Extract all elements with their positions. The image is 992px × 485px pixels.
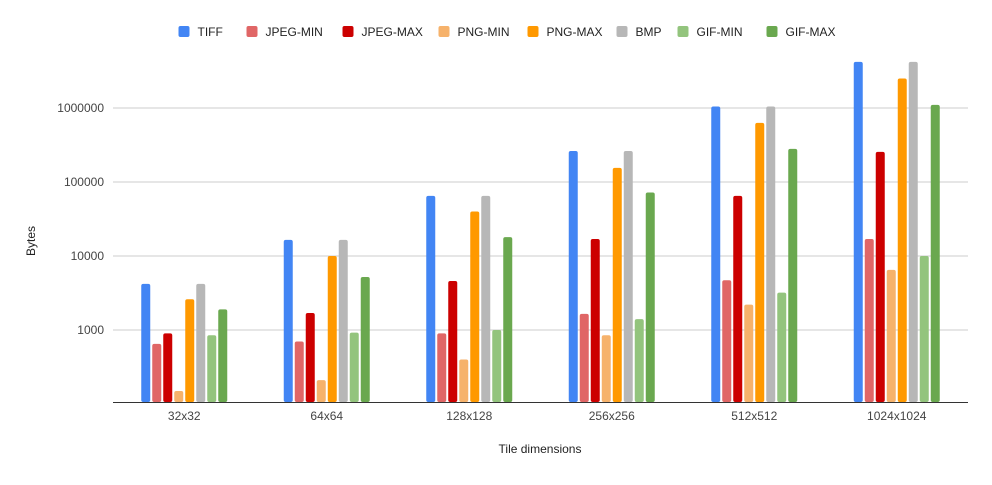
bar-gif-max-512x512 [788, 148, 798, 402]
legend-item: GIF-MIN [677, 25, 743, 39]
y-axis-ticks: 1000 10000 100000 1000000 [57, 101, 104, 337]
x-tick-label: 64x64 [310, 409, 343, 423]
y-tick-label: 1000000 [57, 101, 104, 115]
bar-tiff-512x512 [711, 106, 721, 403]
bar-png-min-1024x1024 [886, 269, 896, 402]
x-axis-ticks: 32x32 64x64 128x128 256x256 512x512 1024x1024 [168, 409, 927, 423]
legend-item: PNG-MIN [438, 25, 510, 39]
bar-png-min-512x512 [744, 304, 754, 402]
legend-swatch [178, 26, 190, 37]
y-axis-label: Bytes [24, 226, 38, 256]
bar-gif-max-128x128 [503, 237, 513, 402]
bar-png-max-32x32 [185, 299, 195, 402]
y-tick-label: 1000 [77, 323, 104, 337]
bar-gif-min-512x512 [777, 292, 787, 402]
legend-swatch [246, 26, 258, 37]
bar-bmp-1024x1024 [908, 61, 918, 403]
bar-bmp-32x32 [196, 283, 206, 402]
bar-jpeg-max-256x256 [590, 238, 600, 402]
bar-png-max-512x512 [755, 122, 765, 402]
bar-gif-min-256x256 [634, 319, 644, 402]
legend-item: JPEG-MIN [246, 25, 323, 39]
bar-png-min-32x32 [174, 390, 184, 402]
legend-label: GIF-MAX [786, 25, 836, 39]
legend-label: JPEG-MAX [362, 25, 423, 39]
legend-label: TIFF [198, 25, 223, 39]
legend-item: GIF-MAX [766, 25, 836, 39]
legend-swatch [527, 26, 539, 37]
bar-jpeg-max-128x128 [448, 280, 458, 402]
bar-jpeg-max-64x64 [305, 312, 315, 402]
bar-tiff-32x32 [141, 283, 151, 402]
bar-tiff-256x256 [568, 151, 578, 402]
bar-jpeg-max-1024x1024 [875, 151, 885, 402]
bar-jpeg-min-512x512 [722, 280, 732, 402]
legend-label: JPEG-MIN [266, 25, 323, 39]
bar-bmp-128x128 [481, 195, 491, 402]
bar-gif-min-32x32 [207, 335, 217, 402]
bar-jpeg-max-32x32 [163, 333, 173, 402]
bar-png-min-64x64 [316, 380, 326, 402]
bars [141, 61, 940, 403]
legend-label: GIF-MIN [697, 25, 743, 39]
gridlines [113, 107, 968, 403]
x-tick-label: 512x512 [731, 409, 777, 423]
y-tick-label: 100000 [64, 175, 104, 189]
bar-png-max-64x64 [327, 256, 337, 402]
legend-label: PNG-MIN [458, 25, 510, 39]
bar-gif-min-1024x1024 [919, 256, 929, 402]
legend-label: PNG-MAX [547, 25, 603, 39]
legend-item: PNG-MAX [527, 25, 603, 39]
bar-jpeg-min-64x64 [294, 341, 304, 402]
x-tick-label: 128x128 [446, 409, 492, 423]
bar-tiff-64x64 [283, 239, 293, 402]
bar-tiff-128x128 [426, 195, 436, 402]
bar-gif-max-64x64 [360, 277, 370, 402]
legend-item: JPEG-MAX [342, 25, 423, 39]
bar-gif-min-64x64 [349, 332, 359, 402]
bar-png-min-128x128 [459, 359, 469, 402]
y-tick-label: 10000 [71, 249, 105, 263]
legend-swatch [766, 26, 778, 37]
bar-gif-max-32x32 [218, 309, 228, 402]
bar-tiff-1024x1024 [853, 61, 863, 403]
legend-item: BMP [616, 25, 662, 39]
legend-item: TIFF [178, 25, 223, 39]
bar-png-max-128x128 [470, 211, 480, 402]
bar-gif-min-128x128 [492, 330, 502, 402]
bar-jpeg-min-256x256 [579, 313, 589, 402]
bar-gif-max-1024x1024 [930, 104, 940, 402]
bar-jpeg-min-32x32 [152, 343, 162, 402]
x-tick-label: 1024x1024 [867, 409, 927, 423]
bar-gif-max-256x256 [645, 192, 655, 402]
x-tick-label: 32x32 [168, 409, 201, 423]
bar-bmp-256x256 [623, 151, 633, 402]
bar-jpeg-min-1024x1024 [864, 238, 874, 402]
bar-jpeg-max-512x512 [733, 195, 743, 402]
legend-swatch [342, 26, 354, 37]
x-tick-label: 256x256 [589, 409, 635, 423]
bar-bmp-512x512 [766, 106, 776, 403]
legend-label: BMP [636, 25, 662, 39]
legend-swatch [677, 26, 689, 37]
legend-swatch [438, 26, 450, 37]
bar-png-max-1024x1024 [897, 78, 907, 403]
legend-swatch [616, 26, 628, 37]
bar-jpeg-min-128x128 [437, 333, 447, 402]
bar-png-max-256x256 [612, 167, 622, 402]
legend: TIFF JPEG-MIN JPEG-MAX PNG-MIN PNG-MAX BMP GIF… [178, 25, 836, 39]
bar-png-min-256x256 [601, 335, 611, 402]
bar-bmp-64x64 [338, 239, 348, 402]
x-axis-label: Tile dimensions [499, 442, 582, 456]
